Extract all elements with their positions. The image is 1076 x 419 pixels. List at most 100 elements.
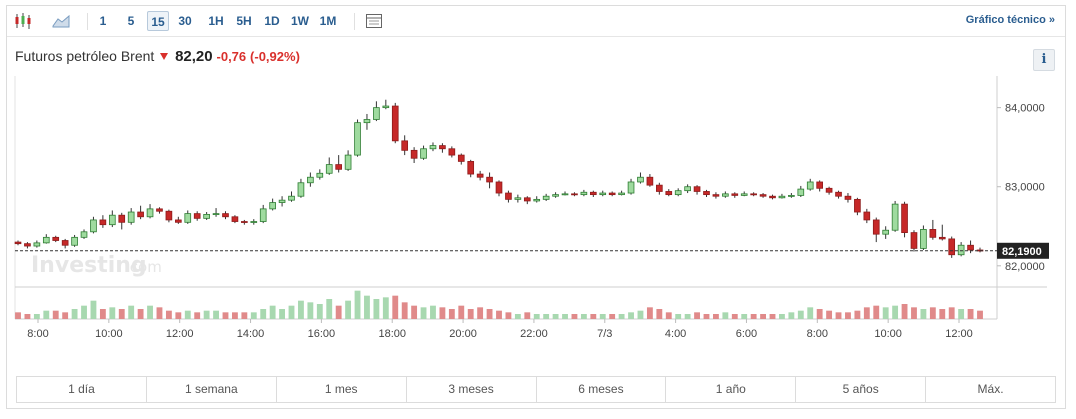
volume-bar [977,310,983,319]
volume-bar [882,307,889,319]
volume-bar [467,309,474,319]
x-tick-label: 12:00 [166,328,194,340]
volume-bar [835,312,842,319]
volume-bar [316,304,323,319]
volume-bar [184,310,191,319]
watermark-suffix: .com [125,258,162,276]
candle-body [42,236,50,244]
timeframe-1[interactable]: 1 [99,14,107,28]
volume-bar [571,314,578,319]
candle-body [722,193,729,197]
candle-body [523,197,531,202]
candle-body [486,176,493,183]
range-0[interactable]: 1 día [17,377,147,402]
candle-body [80,231,88,238]
volume-bar [401,302,408,319]
chart-toolbar: 1 5 15 30 1H 5H 1D 1W 1M Gráfico técnico » [7,6,1065,37]
volume-bar [165,310,172,319]
volume-bar [279,309,286,319]
candle-body [882,229,890,235]
candle-body [693,186,701,192]
timeframe-1m[interactable]: 1M [319,14,337,28]
timeframe-15[interactable]: 15 [147,11,169,31]
candle-body [844,195,852,200]
volume-bar [543,314,550,319]
candle-body [203,214,210,219]
candle-body [354,122,361,156]
range-7[interactable]: Máx. [977,382,1004,396]
timeframe-5[interactable]: 5 [127,14,135,28]
volume-bar [411,305,418,319]
volume-bar [392,295,399,319]
x-tick-label: 18:00 [378,328,406,340]
volume-bar [194,312,201,319]
current-price-label: 82,1900 [1002,246,1042,258]
range-3[interactable]: 3 meses [407,377,537,402]
volume-bar [99,309,106,319]
candle-body [854,198,861,213]
candle-body [863,211,871,221]
info-button[interactable]: i [1033,49,1055,71]
timeframe-1w[interactable]: 1W [291,14,309,28]
timeframe-1d[interactable]: 1D [264,14,280,28]
candle-body [184,213,192,223]
candle-body [618,192,625,196]
price-change-percent: (-0,92%) [250,49,300,64]
watermark-brand: Investing [31,253,147,278]
volume-bar [33,314,40,319]
toolbar-divider [354,13,355,30]
candle-body [589,191,597,196]
indicators-icon[interactable] [364,11,384,31]
technical-chart-link[interactable]: Gráfico técnico » [965,14,1055,26]
candle-body [599,192,607,196]
timeframe-5h[interactable]: 5H [236,14,252,28]
volume-bar [958,309,965,319]
volume-bar [231,312,238,319]
candle-body [401,140,409,151]
volume-bar [524,312,531,319]
timeframe-30[interactable]: 30 [178,14,192,28]
range-1[interactable]: 1 semana [147,377,277,402]
volume-bar [750,314,757,319]
area-chart-icon[interactable] [51,11,71,31]
candle-body [891,203,899,231]
timeframe-1h[interactable]: 1H [208,14,224,28]
range-6[interactable]: 5 años [796,377,927,402]
candle-body [674,190,682,196]
volume-bar [448,309,455,319]
candle-body [835,191,842,197]
candle-body [90,219,97,233]
price-chart[interactable]: Investing.com 84,0000 83,0000 82,0000 82,190… [7,6,1065,366]
volume-bar [552,314,559,319]
volume-bar [15,312,21,319]
candle-body [99,219,107,226]
last-price: 82,20 [175,48,213,65]
candle-body [533,198,541,202]
candle-body [118,214,126,223]
candle-body [288,195,295,201]
candle-body [156,208,163,212]
range-5[interactable]: 1 año [666,377,797,402]
x-tick-label: 16:00 [308,328,336,340]
volume-bar [769,314,776,319]
candle-body [750,193,757,196]
volume-bar [326,299,333,319]
candle-body [391,105,399,142]
volume-bar [90,300,97,319]
volume-bar [628,312,634,319]
candle-body [712,194,720,197]
volume-bar [24,314,31,319]
range-2[interactable]: 1 mes [277,377,407,402]
range-4[interactable]: 6 meses [537,377,667,402]
candle-body [495,181,503,194]
x-tick-label: 22:00 [520,328,548,340]
volume-bar [599,314,606,319]
candle-body [797,188,805,196]
candlestick-chart-icon[interactable] [13,11,33,31]
volume-bar [741,314,748,319]
chart-widget: 1 5 15 30 1H 5H 1D 1W 1M Gráfico técnico » Futur… [6,5,1066,409]
volume-bar [863,307,870,319]
volume-bar [213,310,219,319]
volume-bar [109,307,116,319]
candle-body [806,181,814,190]
